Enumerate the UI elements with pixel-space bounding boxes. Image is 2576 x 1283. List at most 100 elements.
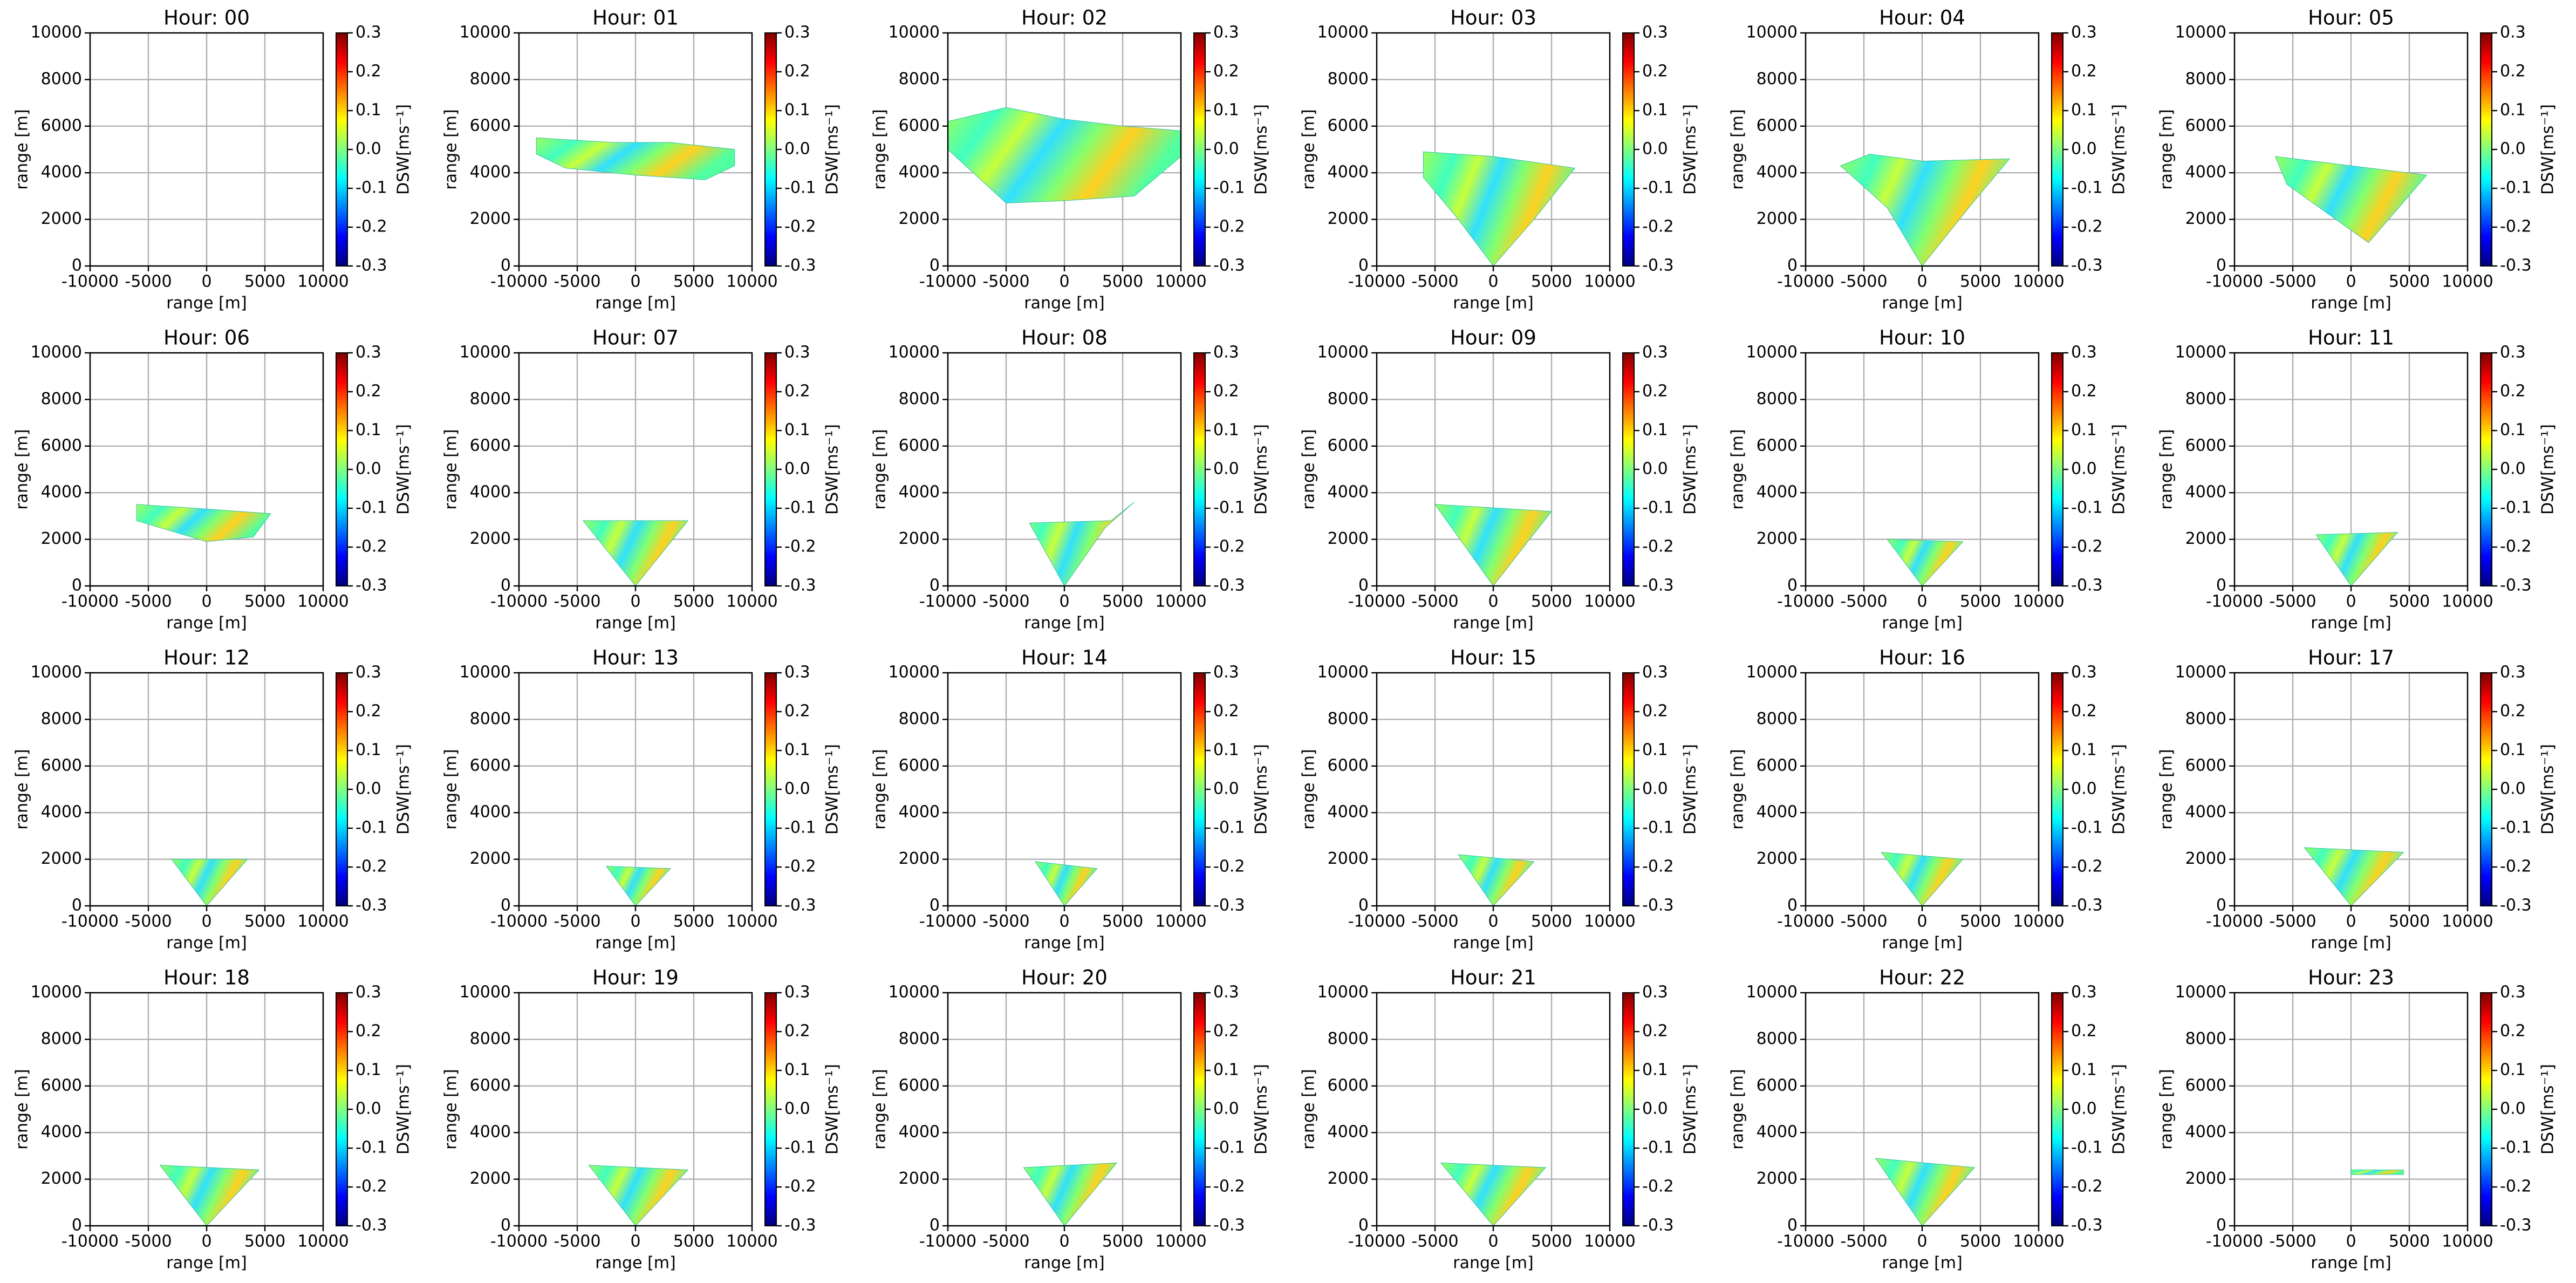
colorbar-tick-label: 0.2 [1213, 62, 1239, 81]
x-tick-label: -10000 [1777, 272, 1834, 291]
y-tick-label: 2000 [1757, 849, 1798, 868]
y-tick-label: 10000 [889, 343, 940, 362]
y-tick-label: 4000 [41, 803, 82, 822]
colorbar-tick-label: 0.0 [1213, 140, 1239, 159]
colorbar-tick-label: 0.0 [784, 460, 810, 479]
x-tick-label: -5000 [1840, 592, 1887, 611]
y-tick-label: 8000 [1328, 70, 1369, 88]
colorbar [336, 992, 348, 1226]
y-tick-label: 6000 [1757, 116, 1798, 135]
y-tick-label: 6000 [41, 436, 82, 455]
x-tick-label: 10000 [1155, 912, 1206, 931]
colorbar-tick-label: 0.2 [356, 62, 381, 81]
x-tick-label: 0 [630, 912, 640, 931]
colorbar-tick-label: 0.1 [2071, 741, 2097, 760]
y-tick-label: 6000 [899, 756, 940, 775]
y-tick-label: 2000 [899, 209, 940, 228]
x-tick-label: -5000 [554, 912, 600, 931]
colorbar [1193, 672, 1206, 906]
colorbar [2051, 352, 2063, 586]
colorbar-tick-label: -0.3 [2500, 256, 2532, 275]
colorbar [2480, 672, 2492, 906]
colorbar [1193, 992, 1206, 1226]
colorbar-tick-label: -0.3 [2500, 576, 2532, 595]
colorbar-tick-label: 0.1 [2500, 1061, 2526, 1080]
colorbar [2051, 672, 2063, 906]
colorbar-label: DSW[ms⁻¹] [823, 1064, 842, 1155]
panel-title: Hour: 04 [1879, 6, 1965, 30]
x-tick-label: -5000 [125, 592, 172, 611]
x-tick-label: 0 [201, 912, 211, 931]
colorbar-label: DSW[ms⁻¹] [394, 1064, 413, 1155]
y-tick-label: 6000 [899, 1076, 940, 1095]
colorbar-tick-label: -0.3 [356, 256, 387, 275]
colorbar-tick-label: 0.1 [784, 421, 810, 440]
y-tick-label: 10000 [889, 983, 940, 1002]
axes-frame [947, 352, 1182, 587]
x-tick-label: 10000 [1584, 272, 1635, 291]
colorbar [1193, 352, 1206, 586]
y-tick-label: 6000 [470, 116, 511, 135]
y-tick-label: 2000 [470, 529, 511, 548]
colorbar-tick-label: 0.1 [784, 1061, 810, 1080]
colorbar-tick-label: 0.3 [784, 663, 810, 682]
x-axis-label: range [m] [1024, 294, 1104, 313]
y-tick-label: 8000 [1328, 709, 1369, 728]
y-tick-label: 4000 [470, 1123, 511, 1142]
y-tick-label: 4000 [41, 483, 82, 502]
colorbar-tick-label: -0.1 [2071, 179, 2103, 197]
y-tick-label: 0 [1358, 576, 1369, 595]
panel-title: Hour: 11 [2308, 326, 2394, 350]
colorbar-tick-label: 0.1 [1213, 741, 1239, 760]
y-tick-label: 8000 [899, 70, 940, 88]
colorbar-tick-label: 0.0 [1213, 460, 1239, 479]
colorbar-tick-label: 0.0 [784, 780, 810, 799]
colorbar-tick-label: -0.1 [1213, 1138, 1245, 1157]
x-tick-label: -5000 [1840, 1232, 1887, 1251]
colorbar-tick-label: 0.0 [356, 140, 381, 159]
y-tick-label: 2000 [2185, 1169, 2226, 1188]
colorbar [764, 672, 777, 906]
y-tick-label: 4000 [1757, 1123, 1798, 1142]
y-tick-label: 8000 [41, 390, 82, 408]
x-tick-label: -5000 [554, 592, 600, 611]
colorbar-tick-label: 0.3 [356, 983, 381, 1002]
colorbar [2480, 32, 2492, 267]
x-tick-label: 5000 [1531, 272, 1572, 291]
x-tick-label: 0 [201, 1232, 211, 1251]
colorbar [1622, 672, 1635, 906]
y-tick-label: 0 [1787, 576, 1798, 595]
colorbar-tick-label: 0.2 [1642, 382, 1668, 401]
y-tick-label: 10000 [1317, 343, 1369, 362]
colorbar-tick-label: -0.3 [784, 896, 816, 915]
colorbar-tick-label: -0.3 [1213, 1216, 1245, 1235]
colorbar-tick-label: 0.0 [1642, 1100, 1668, 1118]
colorbar-tick-label: 0.0 [2071, 140, 2097, 159]
x-axis-label: range [m] [595, 1254, 675, 1273]
x-tick-label: 10000 [2013, 272, 2064, 291]
x-axis-label: range [m] [2311, 1254, 2391, 1273]
colorbar-tick-label: 0.2 [2500, 62, 2526, 81]
x-tick-label: 0 [1059, 272, 1069, 291]
x-tick-label: 0 [1488, 912, 1498, 931]
colorbar-tick-label: -0.3 [784, 256, 816, 275]
y-tick-label: 2000 [1328, 529, 1369, 548]
colorbar [2480, 992, 2492, 1226]
y-tick-label: 6000 [470, 1076, 511, 1095]
x-tick-label: 5000 [2389, 912, 2430, 931]
x-tick-label: -10000 [490, 272, 548, 291]
colorbar-tick-label: -0.3 [1642, 896, 1674, 915]
y-tick-label: 2000 [1757, 209, 1798, 228]
x-tick-label: 0 [2346, 912, 2356, 931]
x-tick-label: 10000 [2442, 1232, 2493, 1251]
data-area [1881, 852, 1964, 906]
x-tick-label: -10000 [1348, 272, 1405, 291]
x-tick-label: -5000 [2269, 272, 2316, 291]
colorbar-tick-label: 0.1 [2071, 1061, 2097, 1080]
colorbar-tick-label: 0.2 [356, 1022, 381, 1041]
colorbar-tick-label: 0.2 [1213, 1022, 1239, 1041]
y-tick-label: 0 [501, 256, 511, 275]
x-tick-label: -10000 [490, 592, 548, 611]
colorbar-tick-label: -0.1 [784, 1138, 816, 1157]
y-tick-label: 8000 [2185, 70, 2226, 88]
